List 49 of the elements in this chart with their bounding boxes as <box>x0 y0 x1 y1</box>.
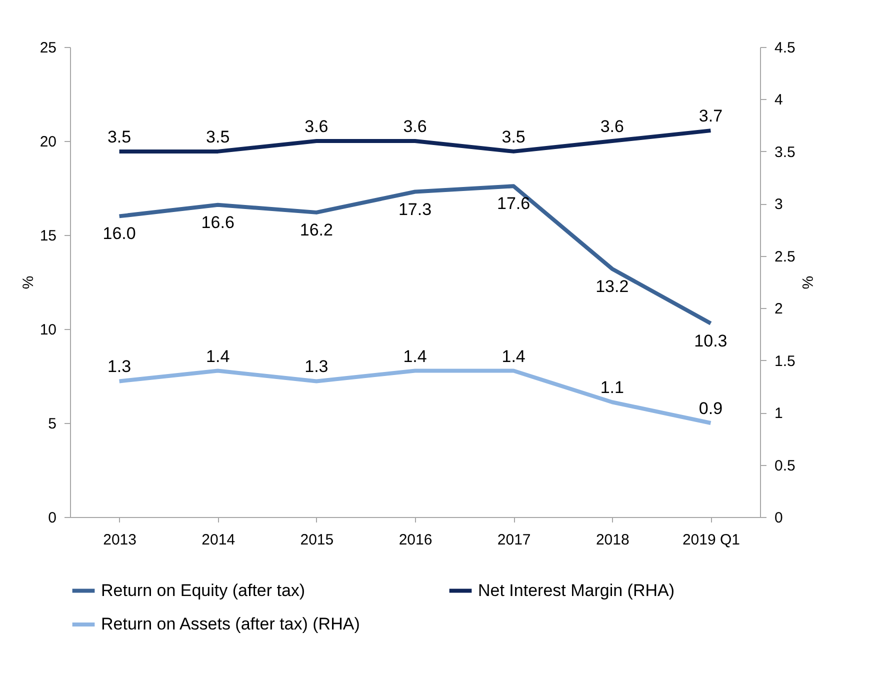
y-tick-label: 20 <box>40 134 56 150</box>
y-tick-label: 10 <box>40 322 56 338</box>
data-label: 0.9 <box>698 399 723 418</box>
x-tick-label: 2015 <box>300 532 334 548</box>
data-label: 13.2 <box>596 276 629 296</box>
y2-tick-label: 2.5 <box>774 248 796 266</box>
y2-tick-label: 0.5 <box>774 457 796 474</box>
y2-tick-label: 4.5 <box>774 40 796 56</box>
y-axis-title: % <box>20 276 37 290</box>
x-tick-label: 2019 Q1 <box>682 532 740 548</box>
data-label: 1.1 <box>600 378 624 398</box>
data-label: 17.3 <box>398 200 432 219</box>
data-label: 16.0 <box>102 224 136 244</box>
data-label: 1.4 <box>206 346 230 366</box>
x-tick-label: 2017 <box>497 532 531 548</box>
data-label: 1.4 <box>502 346 526 366</box>
y2-tick-label: 1.5 <box>774 352 796 370</box>
y-tick-label: 15 <box>40 228 56 244</box>
y2-axis-title: % <box>798 276 816 290</box>
data-label: 3.6 <box>600 117 624 136</box>
x-tick-label: 2013 <box>103 532 136 548</box>
x-tick-label: 2014 <box>202 532 236 548</box>
y2-tick-label: 0 <box>774 510 783 526</box>
x-tick-label: 2016 <box>398 532 432 548</box>
y-tick-label: 0 <box>48 510 56 526</box>
legend-label: Return on Assets (after tax) (RHA) <box>101 614 360 634</box>
data-label: 3.7 <box>698 106 723 126</box>
data-label: 1.3 <box>304 357 328 376</box>
data-label: 3.5 <box>206 127 230 146</box>
y2-tick-label: 3 <box>774 196 783 214</box>
x-tick-label: 2018 <box>596 532 630 548</box>
legend-label: Net Interest Margin (RHA) <box>478 580 674 600</box>
y2-tick-label: 4 <box>774 92 783 109</box>
data-label: 3.6 <box>403 117 427 136</box>
data-label: 17.6 <box>497 194 530 214</box>
y2-tick-label: 1 <box>774 405 783 422</box>
y-tick-label: 5 <box>48 416 56 432</box>
legend-label: Return on Equity (after tax) <box>101 580 306 600</box>
data-label: 3.5 <box>107 127 132 146</box>
y-tick-label: 25 <box>40 40 56 56</box>
data-label: 10.3 <box>694 331 728 350</box>
y2-tick-label: 2 <box>774 300 783 318</box>
data-label: 1.3 <box>107 357 132 376</box>
data-label: 3.6 <box>304 117 328 136</box>
data-label: 16.2 <box>300 220 333 240</box>
data-label: 16.6 <box>201 212 234 232</box>
data-label: 1.4 <box>403 346 427 366</box>
data-label: 3.5 <box>502 127 526 146</box>
y2-tick-label: 3.5 <box>774 144 796 161</box>
